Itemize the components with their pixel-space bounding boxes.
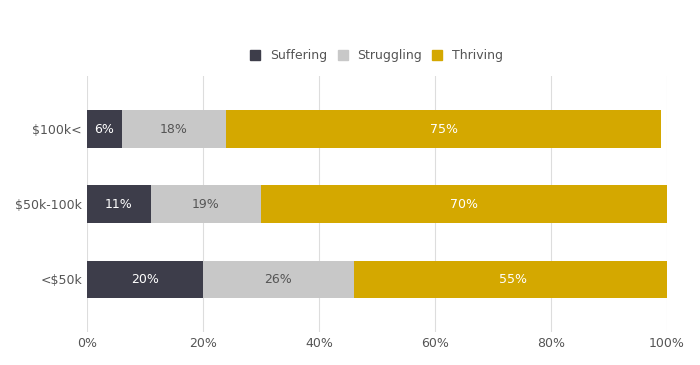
- Bar: [150, 185, 261, 223]
- Text: 26%: 26%: [265, 273, 292, 286]
- Text: 19%: 19%: [192, 198, 220, 211]
- Bar: [261, 185, 667, 223]
- Bar: [87, 261, 203, 298]
- Bar: [87, 185, 150, 223]
- Bar: [122, 110, 226, 148]
- Legend: Suffering, Struggling, Thriving: Suffering, Struggling, Thriving: [246, 45, 508, 68]
- Text: 11%: 11%: [105, 198, 132, 211]
- Text: 55%: 55%: [499, 273, 527, 286]
- Bar: [87, 110, 122, 148]
- Text: 75%: 75%: [430, 123, 458, 136]
- Bar: [354, 261, 673, 298]
- Bar: [226, 110, 661, 148]
- Bar: [203, 261, 354, 298]
- Text: 70%: 70%: [450, 198, 478, 211]
- Text: 20%: 20%: [131, 273, 159, 286]
- Text: 6%: 6%: [94, 123, 114, 136]
- Text: 18%: 18%: [160, 123, 188, 136]
